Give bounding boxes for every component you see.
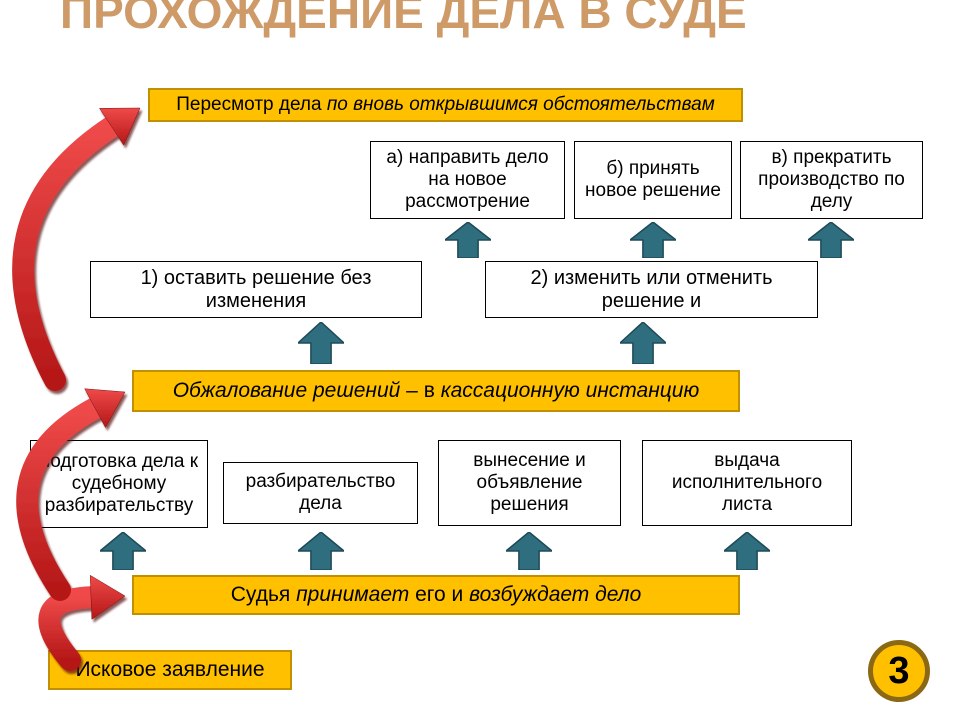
red-curved-arrow-icon [23,108,140,380]
box-prep: подготовка дела к судебному разбирательс… [30,440,208,528]
box-option-b: б) принять новое решение [574,141,732,219]
box-appeal: Обжалование решений – в кассационную инс… [132,370,740,412]
slide: ПРОХОЖДЕНИЕ ДЕЛА В СУДЕ Пересмотр дела п… [0,0,960,720]
box-option-c: в) прекратить производство по делу [740,141,923,219]
box-claim: Исковое заявление [48,650,292,690]
red-curved-arrow-icon [49,575,125,660]
box-trial: разбирательство дела [223,462,418,524]
box-judge: Судья принимает его и возбуждает дело [132,575,740,615]
box-verdict: вынесение и объявление решения [438,440,621,526]
title-text: ПРОХОЖДЕНИЕ ДЕЛА В СУДЕ [60,0,747,38]
box-option-1: 1) оставить решение без изменения [90,261,422,318]
box-review: Пересмотр дела по вновь открывшимся обст… [148,88,743,122]
box-option-a: а) направить дело на новое рассмотрение [370,141,565,219]
slide-title: ПРОХОЖДЕНИЕ ДЕЛА В СУДЕ [60,0,920,38]
box-writ: выдача исполнительного листа [642,440,852,526]
slide-number-badge: 3 [868,640,930,702]
box-option-2: 2) изменить или отменить решение и [485,261,818,318]
